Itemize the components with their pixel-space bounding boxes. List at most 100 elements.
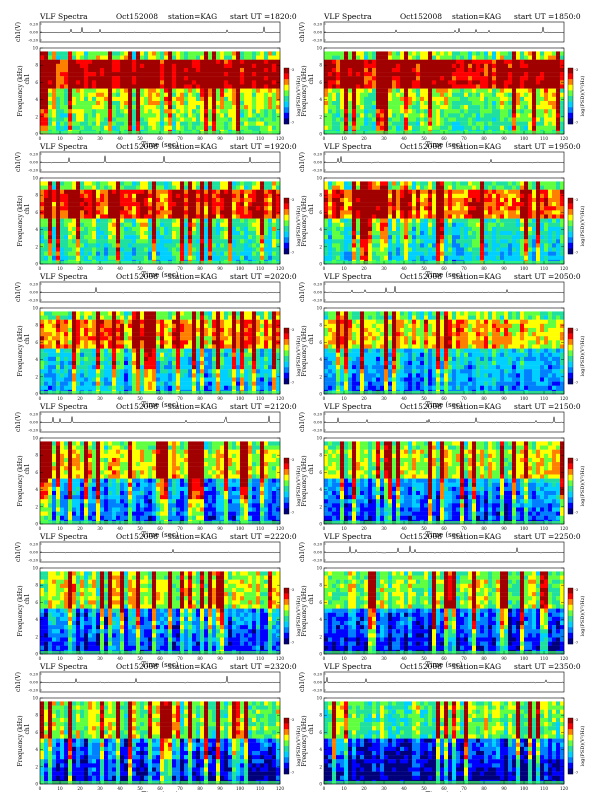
spectrogram-cell <box>176 194 180 198</box>
spectrogram-cell <box>68 181 72 185</box>
spectrogram-cell <box>144 101 148 105</box>
spectrogram-cell <box>264 126 268 130</box>
spectrogram-cell <box>376 202 380 206</box>
spectrogram-cell <box>248 122 252 126</box>
spectrogram-cell <box>560 76 564 80</box>
spectrogram-cell <box>92 206 96 210</box>
spectrogram-cell <box>372 231 376 235</box>
spectrogram-cell <box>144 190 148 194</box>
spectrogram-cell <box>332 51 336 55</box>
spectrogram-cell <box>456 56 460 60</box>
spectrogram-cell <box>504 72 508 76</box>
spectrogram-cell <box>44 210 48 214</box>
spectrogram-cell <box>336 194 340 198</box>
spectrogram-cell <box>268 113 272 117</box>
spectrogram-cell <box>132 186 136 190</box>
spectrogram-cell <box>208 181 212 185</box>
spectrogram-cell <box>324 72 328 76</box>
spectrogram-cell <box>476 64 480 68</box>
spectrogram-cell <box>116 93 120 97</box>
spectrogram-cell <box>488 51 492 55</box>
spectrogram-cell <box>536 206 540 210</box>
spectrogram-cell <box>256 206 260 210</box>
spectrogram-cell <box>456 60 460 64</box>
spectrogram-cell <box>388 214 392 218</box>
spectrogram-cell <box>548 51 552 55</box>
spectrogram-cell <box>524 181 528 185</box>
spectrogram-cell <box>396 227 400 231</box>
spectrogram-cell <box>424 243 428 247</box>
spectrogram-cell <box>164 198 168 202</box>
spectrogram-cell <box>400 101 404 105</box>
spectrogram-cell <box>96 84 100 88</box>
spectrogram-cell <box>60 101 64 105</box>
spectrogram-cell <box>156 231 160 235</box>
spectrogram-cell <box>88 93 92 97</box>
spectrogram-cell <box>348 202 352 206</box>
spectrogram-cell <box>84 247 88 251</box>
spectrogram-cell <box>124 202 128 206</box>
spectrogram-cell <box>168 68 172 72</box>
spectrogram-cell <box>488 247 492 251</box>
spectrogram-cell <box>212 56 216 60</box>
spectrogram-cell <box>336 113 340 117</box>
spectrogram-cell <box>440 80 444 84</box>
spectrogram-cell <box>228 202 232 206</box>
spectrogram-cell <box>336 117 340 121</box>
spectrogram-cell <box>352 84 356 88</box>
spectrogram-cell <box>216 256 220 260</box>
spectrogram-cell <box>340 231 344 235</box>
spectrogram-cell <box>512 89 516 93</box>
spectrogram-cell <box>200 190 204 194</box>
spectrogram-cell <box>460 105 464 109</box>
spectrogram-cell <box>112 235 116 239</box>
spectrogram-cell <box>444 252 448 256</box>
spectrogram-cell <box>180 68 184 72</box>
spectrogram-cell <box>372 227 376 231</box>
spectrogram-cell <box>172 105 176 109</box>
spectrogram-cell <box>328 181 332 185</box>
spectrogram-cell <box>140 210 144 214</box>
spectrogram-cell <box>64 243 68 247</box>
spectrogram-cell <box>416 126 420 130</box>
spectrogram-cell <box>124 219 128 223</box>
spectrogram-cell <box>132 105 136 109</box>
spectrogram-cell <box>240 126 244 130</box>
spectrogram-cell <box>212 76 216 80</box>
spectrogram-cell <box>272 256 276 260</box>
spectrogram-cell <box>184 76 188 80</box>
spectrogram-cell <box>204 97 208 101</box>
spectrogram-cell <box>160 227 164 231</box>
spectrogram-cell <box>424 210 428 214</box>
spectrogram-cell <box>40 235 44 239</box>
spectrogram-cell <box>436 109 440 113</box>
spectrogram-cell <box>212 206 216 210</box>
spectrogram-cell <box>80 68 84 72</box>
spectrogram-cell <box>400 64 404 68</box>
spectrogram-cell <box>192 56 196 60</box>
spectrogram-cell <box>444 256 448 260</box>
spectrogram-cell <box>380 219 384 223</box>
spectrogram-cell <box>332 210 336 214</box>
spectrogram-cell <box>324 84 328 88</box>
spectrogram-cell <box>204 51 208 55</box>
spectrogram-cell <box>468 239 472 243</box>
spectrogram-cell <box>388 235 392 239</box>
spectrogram-cell <box>364 210 368 214</box>
spectrogram-cell <box>556 51 560 55</box>
spectrogram-cell <box>156 68 160 72</box>
spectrogram-cell <box>328 80 332 84</box>
frequency-tick-label: 8 <box>35 193 38 198</box>
spectrogram-cell <box>544 105 548 109</box>
spectrogram-cell <box>56 80 60 84</box>
spectrogram-cell <box>456 206 460 210</box>
spectrogram-cell <box>396 68 400 72</box>
spectrogram-cell <box>388 126 392 130</box>
spectrogram-cell <box>532 214 536 218</box>
spectrogram-cell <box>64 126 68 130</box>
spectrogram-cell <box>504 89 508 93</box>
spectrogram-cell <box>40 60 44 64</box>
spectrogram-cell <box>52 235 56 239</box>
spectrogram-cell <box>556 186 560 190</box>
spectrogram-cell <box>52 89 56 93</box>
